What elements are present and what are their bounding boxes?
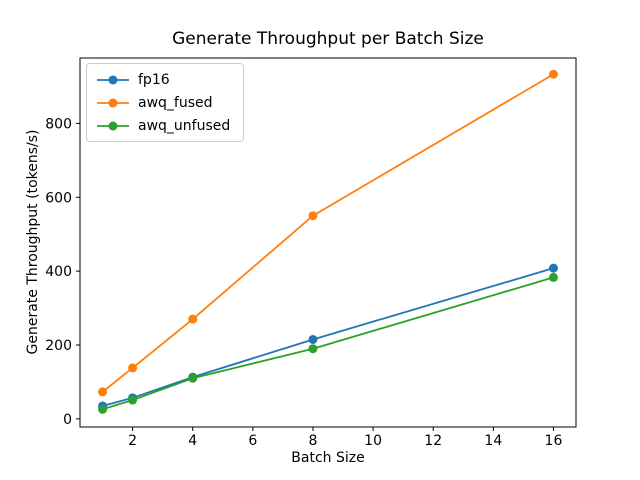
y-tick-label: 0 xyxy=(63,412,72,428)
x-tick-label: 16 xyxy=(545,433,563,449)
series-marker-awq_fused xyxy=(548,69,558,79)
legend-line-sample-awq_fused xyxy=(97,98,129,107)
y-tick-label: 200 xyxy=(45,338,72,354)
legend-label-awq_unfused: awq_unfused xyxy=(138,117,231,134)
series-marker-awq_unfused xyxy=(308,344,318,354)
series-marker-awq_unfused xyxy=(98,404,108,414)
x-tick-label: 12 xyxy=(424,433,442,449)
legend-item-fp16: fp16 xyxy=(96,70,230,89)
chart-title: Generate Throughput per Batch Size xyxy=(172,29,484,49)
series-marker-awq_fused xyxy=(188,314,198,324)
series-marker-awq_fused xyxy=(98,387,108,397)
y-tick-label: 600 xyxy=(45,190,72,206)
legend-item-awq_unfused: awq_unfused xyxy=(96,116,230,135)
x-tick-label: 2 xyxy=(128,433,137,449)
x-tick-label: 8 xyxy=(309,433,318,449)
x-axis-label: Batch Size xyxy=(291,450,365,466)
series-marker-awq_fused xyxy=(308,211,318,221)
legend-line-sample-fp16 xyxy=(97,75,129,84)
legend: fp16 awq_fused awq_unfused xyxy=(86,63,245,142)
x-tick-label: 14 xyxy=(484,433,502,449)
series-marker-awq_unfused xyxy=(188,373,198,383)
series-line-awq_unfused xyxy=(102,276,554,411)
legend-label-fp16: fp16 xyxy=(138,71,170,88)
legend-line-sample-awq_unfused xyxy=(97,121,129,130)
legend-label-awq_fused: awq_fused xyxy=(138,94,213,111)
x-tick-label: 4 xyxy=(188,433,197,449)
series-marker-fp16 xyxy=(308,334,318,344)
series-marker-awq_unfused xyxy=(128,395,138,405)
axes-spines xyxy=(79,57,577,428)
legend-item-awq_fused: awq_fused xyxy=(96,93,230,112)
x-tick-label: 6 xyxy=(248,433,257,449)
y-tick-label: 400 xyxy=(45,264,72,280)
series-marker-awq_fused xyxy=(128,363,138,373)
series-marker-awq_unfused xyxy=(548,272,558,282)
x-tick-label: 10 xyxy=(364,433,382,449)
y-tick-label: 800 xyxy=(45,116,72,132)
series-marker-fp16 xyxy=(548,263,558,273)
